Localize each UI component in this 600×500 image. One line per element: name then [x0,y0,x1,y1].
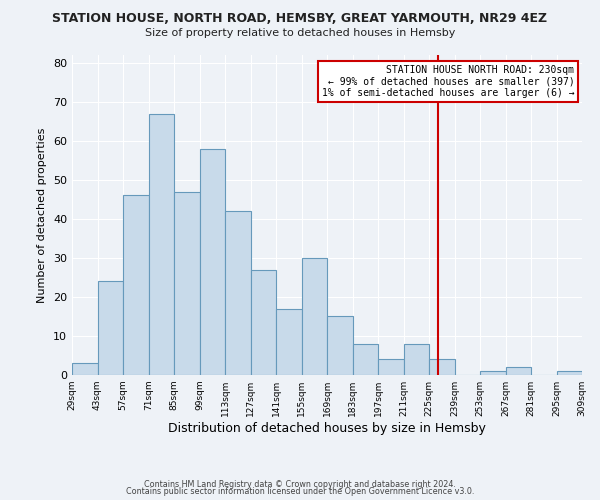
Bar [199,148,225,375]
Y-axis label: Number of detached properties: Number of detached properties [37,128,47,302]
Bar [97,282,123,375]
Text: Contains public sector information licensed under the Open Government Licence v3: Contains public sector information licen… [126,488,474,496]
X-axis label: Distribution of detached houses by size in Hemsby: Distribution of detached houses by size … [168,422,486,435]
Bar [404,344,429,375]
Bar [123,196,149,375]
Bar [378,360,404,375]
Text: STATION HOUSE NORTH ROAD: 230sqm
← 99% of detached houses are smaller (397)
1% o: STATION HOUSE NORTH ROAD: 230sqm ← 99% o… [322,64,574,98]
Bar [251,270,276,375]
Text: STATION HOUSE, NORTH ROAD, HEMSBY, GREAT YARMOUTH, NR29 4EZ: STATION HOUSE, NORTH ROAD, HEMSBY, GREAT… [52,12,548,26]
Bar [429,360,455,375]
Bar [302,258,327,375]
Bar [149,114,174,375]
Bar [174,192,199,375]
Bar [327,316,353,375]
Text: Size of property relative to detached houses in Hemsby: Size of property relative to detached ho… [145,28,455,38]
Bar [557,371,582,375]
Bar [72,364,97,375]
Bar [480,371,505,375]
Bar [353,344,378,375]
Bar [225,211,251,375]
Bar [505,367,531,375]
Text: Contains HM Land Registry data © Crown copyright and database right 2024.: Contains HM Land Registry data © Crown c… [144,480,456,489]
Bar [276,308,302,375]
